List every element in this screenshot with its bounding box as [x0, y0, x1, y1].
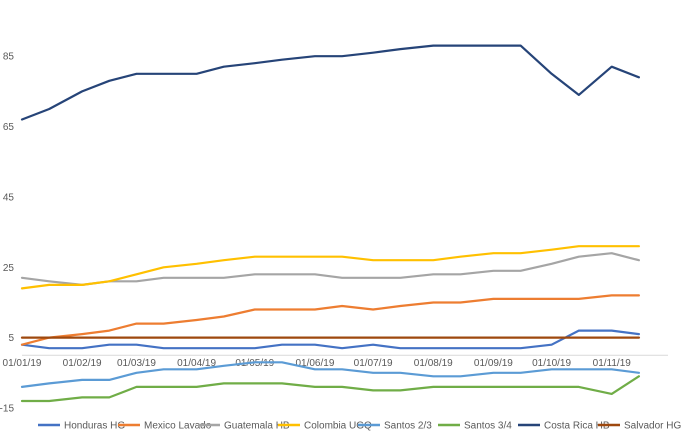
y-tick-label: 5	[8, 333, 14, 344]
series-line-santos-2-3	[20, 361, 641, 388]
legend-label-honduras-hg: Honduras HG	[64, 421, 125, 432]
legend: Honduras HG Mexico Lavado Guatemala HB Colo…	[38, 421, 681, 432]
y-tick-label: -15	[0, 404, 14, 415]
legend-label-costa-rica-hb: Costa Rica HB	[544, 421, 610, 432]
legend-label-colombia-ugq: Colombia UGQ	[304, 421, 372, 432]
x-tick-label: 01/09/19	[474, 358, 513, 369]
series-line-guatemala-hb	[20, 252, 641, 286]
x-tick-label: 01/11/19	[593, 358, 632, 369]
series-line-colombia-ugq	[20, 245, 641, 290]
x-tick-label: 01/02/19	[63, 358, 102, 369]
legend-label-santos-3-4: Santos 3/4	[464, 421, 512, 432]
legend-label-mexico-lavado: Mexico Lavado	[144, 421, 212, 432]
legend-label-salvador-hg: Salvador HG	[624, 421, 681, 432]
y-tick-label: 25	[3, 263, 15, 274]
y-tick-label: 45	[3, 192, 15, 203]
x-tick-label: 01/05/19	[235, 358, 274, 369]
series-line-honduras-hg	[20, 329, 641, 350]
x-tick-label: 01/08/19	[414, 358, 453, 369]
y-tick-label: 85	[3, 52, 15, 63]
series-line-costa-rica-hb	[20, 44, 641, 121]
series-lines	[20, 44, 641, 403]
x-tick-label: 01/01/19	[3, 358, 42, 369]
y-tick-label: 65	[3, 122, 15, 133]
legend-label-santos-2-3: Santos 2/3	[384, 421, 432, 432]
x-tick-label: 01/03/19	[117, 358, 156, 369]
x-tick-label: 01/06/19	[295, 358, 334, 369]
x-tick-label: 01/07/19	[354, 358, 393, 369]
series-line-mexico-lavado	[20, 294, 641, 346]
legend-label-guatemala-hb: Guatemala HB	[224, 421, 290, 432]
x-tick-label: 01/04/19	[177, 358, 216, 369]
x-tick-label: 01/10/19	[532, 358, 571, 369]
axes: -15 5 25 45 65 85 01/01/19 01/02/19 01/03/19 01/0…	[0, 52, 668, 415]
series-line-santos-3-4	[20, 375, 641, 403]
